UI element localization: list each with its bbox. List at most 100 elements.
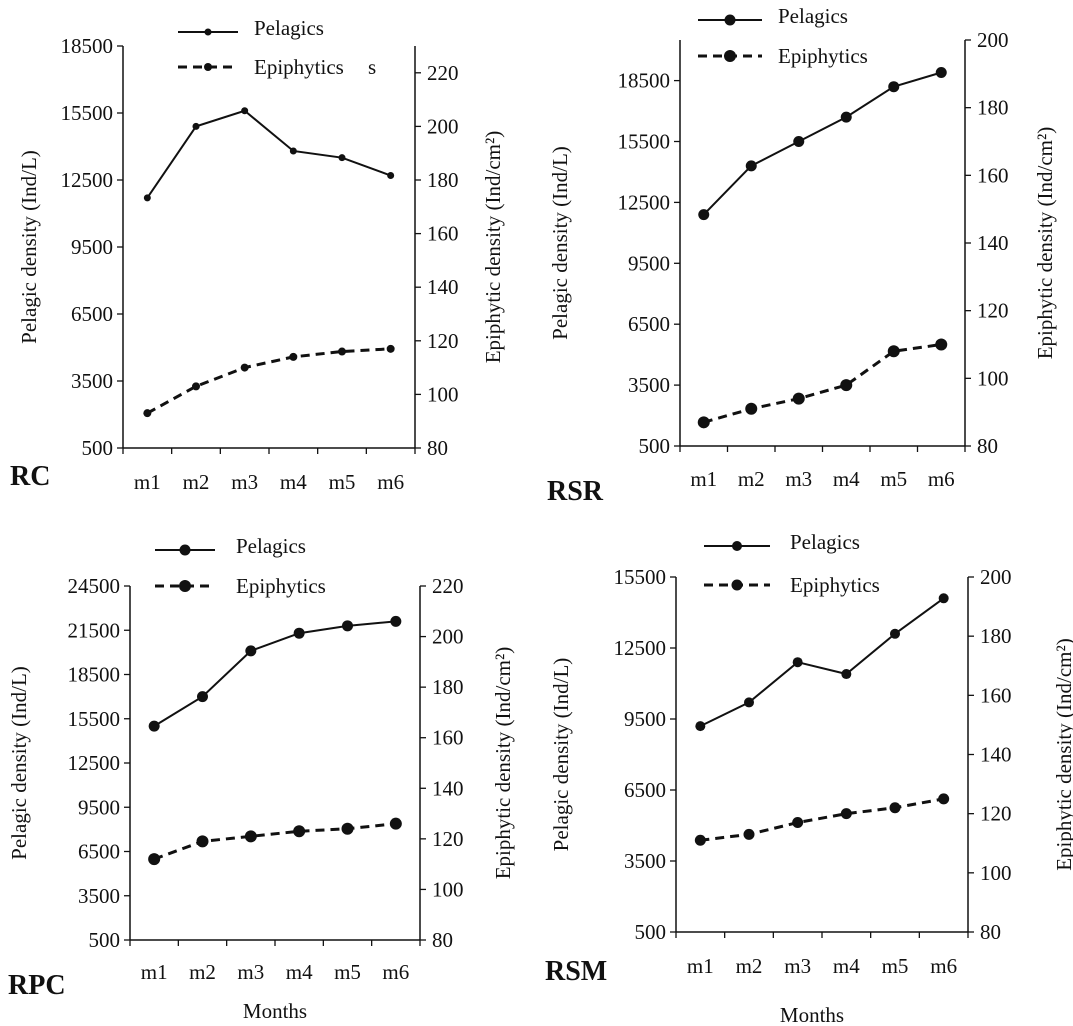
panel-rsr: 500 3500 6500 9500 12500 15500 18500 80 100 120 14… (547, 4, 1057, 507)
pelagics-data-point (841, 669, 852, 680)
left-axis-tick-label: 9500 (71, 235, 113, 259)
legend-epiphytics-label: Epiphytics (254, 55, 344, 79)
legend-pelagics-marker (724, 14, 736, 26)
right-axis-tick-label: 180 (427, 168, 459, 192)
right-axis-tick-label: 220 (432, 574, 464, 598)
pelagics-series-line (699, 597, 945, 727)
pelagics-data-point (143, 194, 151, 202)
x-axis-category-label: m2 (189, 960, 216, 984)
right-axis-tick-label: 80 (977, 434, 998, 458)
left-axis-tick-label: 12500 (68, 751, 121, 775)
epiphytics-data-point (889, 802, 901, 814)
panel-label: RPC (8, 970, 66, 1001)
pelagics-data-point (840, 111, 852, 123)
epiphytics-series-line (703, 343, 942, 424)
pelagics-data-point (342, 620, 353, 632)
pelagics-data-point (245, 645, 257, 657)
right-axis-tick-label: 160 (432, 726, 464, 750)
left-axis-title: Pelagic density (Ind/L) (17, 150, 41, 344)
left-axis-tick-label: 24500 (68, 574, 121, 598)
left-axis-tick-label: 12500 (61, 168, 114, 192)
epiphytics-data-point (293, 825, 306, 838)
pelagics-data-point (744, 697, 754, 708)
right-axis-tick-label: 100 (980, 861, 1012, 885)
x-axis-category-label: m5 (329, 470, 356, 494)
pelagics-data-point (197, 691, 208, 703)
epiphytics-data-point (743, 828, 755, 840)
epiphytics-data-point (745, 402, 758, 415)
right-axis-tick-label: 200 (980, 565, 1012, 589)
pelagics-data-point (338, 154, 346, 162)
right-axis-tick-label: 160 (980, 683, 1012, 707)
x-axis-category-label: m5 (880, 467, 907, 491)
left-axis-tick-label: 3500 (624, 849, 666, 873)
epiphytics-data-point (192, 382, 200, 391)
legend-epiphytics-marker (204, 63, 212, 71)
left-axis-tick-label: 500 (82, 436, 114, 460)
right-axis-tick-label: 80 (432, 928, 453, 952)
left-axis-tick-label: 6500 (628, 312, 670, 336)
pelagics-data-point (745, 160, 757, 172)
pelagics-data-point (241, 107, 249, 115)
epiphytics-data-point (840, 808, 852, 820)
x-axis-category-label: m4 (833, 467, 860, 491)
epiphytics-data-point (289, 352, 298, 361)
legend-stray-glyph: s (368, 55, 376, 79)
right-axis-tick-label: 80 (980, 920, 1001, 944)
left-axis-tick-label: 12500 (618, 190, 671, 214)
right-axis-tick-label: 120 (980, 802, 1012, 826)
right-axis-tick-label: 80 (427, 436, 448, 460)
panel-label: RSR (547, 476, 604, 507)
left-axis-tick-label: 21500 (68, 618, 121, 642)
left-axis-tick-label: 3500 (628, 373, 670, 397)
left-axis-tick-label: 500 (635, 920, 667, 944)
legend-pelagics-marker (204, 28, 212, 36)
panel-rsm: 500 3500 6500 9500 12500 15500 80 100 120 140 160 1… (545, 530, 1073, 1026)
left-axis-tick-label: 18500 (618, 69, 671, 93)
epiphytics-data-point (386, 344, 395, 353)
right-axis-tick-label: 220 (427, 61, 459, 85)
x-axis-category-label: m3 (237, 960, 264, 984)
right-axis-tick-label: 120 (427, 329, 459, 353)
legend-epiphytics-label: Epiphytics (236, 574, 326, 598)
right-axis-tick-label: 140 (977, 231, 1009, 255)
x-axis-category-label: m6 (928, 467, 955, 491)
x-axis-category-label: m2 (738, 467, 765, 491)
left-axis-tick-label: 12500 (614, 636, 667, 660)
x-axis-category-label: m3 (231, 470, 258, 494)
epiphytics-data-point (196, 835, 209, 848)
x-axis-category-label: m4 (280, 470, 307, 494)
panel-rpc: 500 3500 6500 9500 12500 15500 18500 21500 24500… (7, 534, 515, 1023)
right-axis-title: Epiphytic density (Ind/cm²) (1052, 638, 1073, 871)
epiphytics-data-point (244, 830, 257, 843)
pelagics-data-point (387, 172, 395, 180)
left-axis-title: Pelagic density (Ind/L) (549, 658, 573, 852)
pelagics-data-point (793, 136, 805, 147)
left-axis-tick-label: 500 (89, 928, 121, 952)
right-axis-tick-label: 100 (977, 366, 1009, 390)
epiphytics-data-point (341, 822, 354, 835)
epiphytics-data-point (240, 363, 249, 372)
pelagics-data-point (888, 81, 900, 93)
epiphytics-data-point (840, 379, 853, 392)
right-axis-tick-label: 180 (977, 96, 1009, 120)
left-axis-tick-label: 3500 (71, 369, 113, 393)
right-axis-title: Epiphytic density (Ind/cm²) (491, 647, 515, 880)
pelagics-data-point (289, 147, 297, 155)
legend-pelagics-label: Pelagics (778, 4, 848, 28)
right-axis-tick-label: 120 (977, 299, 1009, 323)
left-axis-tick-label: 6500 (624, 778, 666, 802)
legend-epiphytics-marker (731, 579, 743, 591)
left-axis-title: Pelagic density (Ind/L) (7, 666, 31, 860)
panel-label: RC (10, 461, 50, 492)
left-axis-title: Pelagic density (Ind/L) (548, 146, 572, 340)
left-axis-tick-label: 9500 (628, 251, 670, 275)
right-axis-tick-label: 100 (432, 877, 464, 901)
epiphytics-data-point (697, 416, 710, 429)
epiphytics-data-point (694, 834, 706, 846)
legend-epiphytics-label: Epiphytics (790, 573, 880, 597)
x-axis-category-label: m2 (183, 470, 210, 494)
legend-pelagics-marker (732, 541, 742, 551)
right-axis-tick-label: 140 (427, 275, 459, 299)
